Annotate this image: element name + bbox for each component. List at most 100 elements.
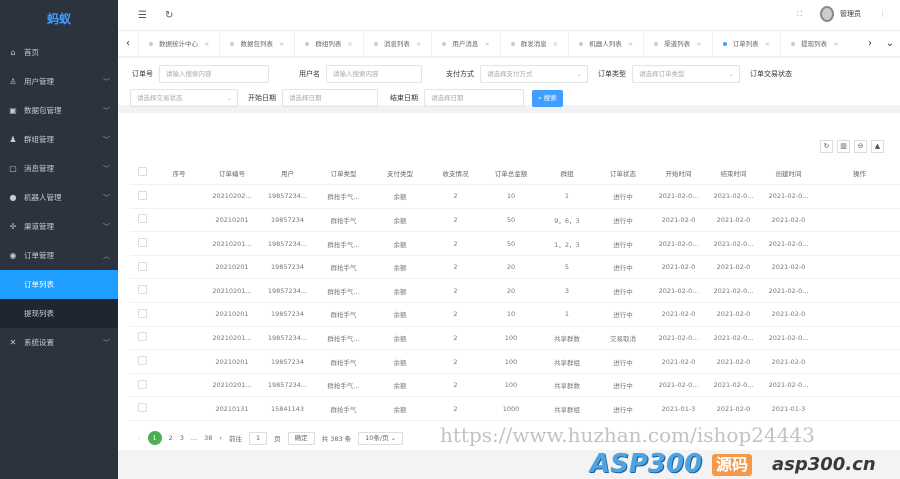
table-row[interactable]: 20210201 19857234 群抢手气 余额 2 50 9，6，3 进行中 2021-02… [130, 208, 900, 233]
menu-toggle-icon[interactable]: ☰ [138, 9, 147, 21]
tab[interactable]: 数据统计中心 × [138, 30, 219, 57]
table-cell: 进行中 [595, 373, 651, 398]
tab-dropdown-icon[interactable]: ⌄ [885, 38, 895, 49]
page-number[interactable]: 2 [168, 434, 173, 443]
sidebar-item-label: 订单管理 [24, 251, 54, 260]
row-checkbox[interactable] [130, 184, 154, 209]
actions-cell [816, 184, 900, 209]
package-icon: ▣ [9, 106, 17, 115]
table-row[interactable]: 20210201... 19857234... 群抢手气... 余额 2 100 共享群数交… [130, 326, 900, 351]
row-checkbox[interactable] [130, 255, 154, 280]
sidebar-subitem[interactable]: 提现列表 [0, 299, 118, 328]
fullscreen-icon[interactable]: ⛶ [797, 9, 802, 18]
row-checkbox[interactable] [130, 396, 154, 422]
sidebar-item[interactable]: ✢ 渠道管理 ﹀ [0, 212, 118, 241]
export-icon[interactable]: ▲ [871, 140, 884, 153]
tab-dot-icon [579, 41, 584, 46]
close-icon[interactable]: × [552, 39, 559, 48]
table-row[interactable]: 20210201 19857234 群抢手气 余额 2 100 共享群组 进行中 2021-02… [130, 349, 900, 374]
next-page-icon[interactable]: › [219, 434, 222, 443]
refresh-table-icon[interactable]: ↻ [820, 140, 833, 153]
sidebar-item[interactable]: ▣ 数据包管理 ﹀ [0, 96, 118, 125]
row-checkbox[interactable] [130, 373, 154, 398]
table-row[interactable]: 20210202... 19857234... 群抢手气... 余额 2 10 1 进行中 20… [130, 184, 900, 209]
pay-method-select[interactable]: 请选择支付方式 ⌄ [480, 65, 588, 83]
row-checkbox[interactable] [130, 302, 154, 327]
tab[interactable]: 群发消息 × [499, 30, 568, 57]
print-icon[interactable]: ⊖ [854, 140, 867, 153]
tab[interactable]: 提现列表 × [780, 30, 848, 57]
order-no-input[interactable]: 请输入搜索内容 [159, 65, 269, 83]
columns-icon[interactable]: ▥ [837, 140, 850, 153]
main: ☰ ↻ ⛶ 管理员 ⋮ ‹ 数据统计中心 × 数据包列表 × 群组列表 × 消息列表 × 用户消… [118, 0, 900, 479]
sidebar-item[interactable]: ◉ 订单管理 ︿ [0, 241, 118, 270]
refresh-icon[interactable]: ↻ [164, 9, 174, 21]
tab[interactable]: 渠道列表 × [643, 30, 711, 57]
page-number[interactable]: 38 [204, 434, 213, 443]
table-row[interactable]: 20210201 19857234 群抢手气 余额 2 10 1 进行中 2021-02-0 20… [130, 302, 900, 327]
page-number[interactable]: 3 [179, 434, 184, 443]
close-icon[interactable]: × [696, 39, 702, 48]
chevron-down-icon: ﹀ [103, 106, 110, 115]
row-checkbox[interactable] [130, 278, 154, 304]
goto-confirm-button[interactable]: 确定 [287, 431, 315, 445]
tab[interactable]: 订单列表 × [711, 30, 780, 57]
table-row[interactable]: 20210201... 19857234... 群抢手气... 余额 2 20 3 进行中 20… [130, 278, 900, 304]
close-icon[interactable]: × [204, 39, 210, 48]
tab[interactable]: 群组列表 × [294, 30, 362, 57]
page-size-select[interactable]: 10条/页 ⌄ [358, 431, 404, 445]
sidebar-subitem[interactable]: 订单列表 [0, 270, 118, 299]
select-all-checkbox[interactable] [130, 161, 154, 186]
tab-scroll-right-icon[interactable]: › [868, 38, 872, 49]
sidebar-item[interactable]: ⌂ 首页 [0, 38, 118, 67]
sidebar-item[interactable]: ♙ 用户管理 ﹀ [0, 67, 118, 96]
goto-page-input[interactable]: 1 [248, 431, 268, 445]
end-date-label: 结束日期 [390, 94, 418, 102]
table-cell: 2 [428, 349, 483, 374]
tab[interactable]: 消息列表 × [362, 30, 431, 57]
tab[interactable]: 用户消息 × [431, 30, 499, 57]
close-icon[interactable]: × [278, 39, 285, 48]
sidebar-item[interactable]: ♟ 群组管理 ﹀ [0, 125, 118, 154]
start-date-input[interactable]: 请选择日期 [282, 89, 378, 107]
username-input[interactable]: 请输入搜索内容 [326, 65, 422, 83]
user-menu[interactable]: 管理员 [820, 6, 861, 22]
search-button[interactable]: ⌕ 搜索 [532, 89, 563, 107]
row-checkbox[interactable] [130, 326, 154, 351]
chevron-down-icon: ﹀ [103, 338, 110, 347]
sidebar-item[interactable]: ▢ 消息管理 ﹀ [0, 154, 118, 183]
row-checkbox[interactable] [130, 208, 154, 233]
page-number[interactable]: 1 [147, 431, 162, 446]
table-row[interactable]: 20210131 15841143 群抢手气 余额 2 1000 共享群组 进行中 2021-0… [130, 396, 900, 422]
sidebar-item[interactable]: ✕ 系统设置 ﹀ [0, 328, 118, 357]
prev-page-icon[interactable]: ‹ [138, 434, 141, 443]
close-icon[interactable]: × [415, 39, 422, 48]
close-icon[interactable]: × [484, 39, 490, 48]
table-cell: 20 [483, 255, 539, 280]
tab-dot-icon [442, 41, 447, 46]
tab-label: 渠道列表 [664, 39, 691, 48]
order-type-select[interactable]: 请选择订单类型 ⌄ [632, 65, 740, 83]
tab-label: 群组列表 [315, 39, 342, 48]
table-row[interactable]: 20210201... 19857234... 群抢手气... 余额 2 100 共享群数进… [130, 373, 900, 398]
more-icon[interactable]: ⋮ [879, 10, 886, 18]
end-date-input[interactable]: 请选择日期 [424, 89, 524, 107]
close-icon[interactable]: × [764, 39, 771, 48]
table-cell: 群抢手气... [315, 278, 372, 304]
close-icon[interactable]: × [627, 39, 634, 48]
order-icon: ◉ [9, 251, 17, 260]
close-icon[interactable]: × [347, 39, 353, 48]
tab[interactable]: 机器人列表 × [568, 30, 643, 57]
table-cell: 2 [428, 231, 483, 256]
table-row[interactable]: 20210201... 19857234... 群抢手气... 余额 2 50 1，2，3 进… [130, 231, 900, 256]
sidebar-item[interactable]: ● 机器人管理 ﹀ [0, 183, 118, 212]
table-row[interactable]: 20210201 19857234 群抢手气 余额 2 20 5 进行中 2021-02-0 20… [130, 255, 900, 280]
table-cell: 进行中 [595, 208, 651, 233]
tab-scroll-left-icon[interactable]: ‹ [126, 38, 130, 49]
row-checkbox[interactable] [130, 231, 154, 256]
row-checkbox[interactable] [130, 349, 154, 374]
close-icon[interactable]: × [833, 39, 839, 48]
tab[interactable]: 数据包列表 × [219, 30, 294, 57]
table-cell: 2021-02-0 [651, 302, 706, 327]
trade-status-select[interactable]: 请选择交易状态 ⌄ [130, 89, 238, 107]
